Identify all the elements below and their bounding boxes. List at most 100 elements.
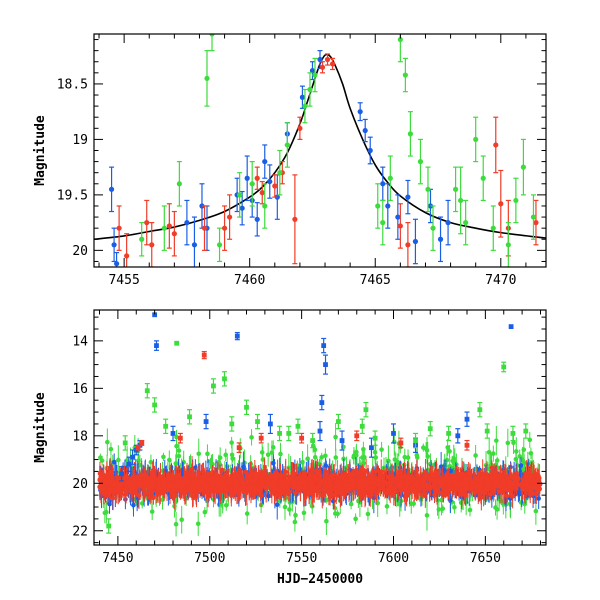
red-data-point [116,225,122,231]
blue-band-point [274,502,280,507]
blue-band-point [323,463,329,468]
green-data-point [277,170,283,176]
green-band-point [116,457,121,463]
red-band-point [134,475,140,481]
green-band-point [323,453,328,459]
red-band-point [229,493,234,499]
green-band-point [533,508,539,514]
green-data-point [430,225,436,231]
plot-area [94,34,546,267]
red-data-point [166,223,172,229]
green-band-point [295,463,300,468]
red-data-point [149,242,155,248]
blue-data-point [184,220,190,226]
green-band-point [494,438,499,443]
y-tick-label: 19 [72,133,88,148]
green-band-point [286,465,292,471]
x-tick-label: 7465 [360,273,391,288]
blue-band-point [241,464,246,470]
green-data-point [262,203,268,209]
green-band-point [351,455,356,460]
green-band-point [425,454,430,459]
green-data-point [209,34,215,37]
green-band-point [528,451,534,456]
x-tick-label: 7470 [485,273,516,288]
blue-data-point [114,261,120,267]
green-band-point [98,455,103,460]
green-band-point [124,458,130,463]
red-data-point [319,64,326,70]
blue-data-point [367,147,373,154]
plot-area [97,312,543,537]
green-band-point [359,455,365,460]
green-data-point [237,192,243,198]
blue-band-point [536,496,541,501]
x-tick-label: 7455 [108,273,139,288]
green-band-point [249,435,254,440]
green-data-point [490,225,496,231]
green-data-point [453,186,459,192]
green-band-point [520,457,525,463]
blue-data-point [405,194,411,200]
green-data-point [216,242,223,248]
green-data-point [425,186,431,192]
green-band-point [301,510,307,516]
green-band-point [270,445,276,450]
green-band-point [176,453,182,459]
green-data-point [480,175,486,181]
blue-data-point [380,181,386,187]
blue-data-point [254,216,260,222]
red-data-point [254,175,260,181]
green-band-point [224,463,230,469]
green-band-point [217,455,223,461]
green-band-point [300,460,305,465]
green-band-point [365,511,371,517]
red-data-point [144,220,150,226]
blue-data-point [445,220,451,226]
green-band-point [282,504,288,510]
green-band-point [229,452,235,458]
green-band-point [195,521,201,527]
green-band-point [486,449,492,455]
green-band-point [312,447,318,453]
green-band-point [179,517,185,522]
green-band-point [167,457,172,463]
ticks [94,34,546,267]
green-band-point [108,446,114,452]
red-data-point [329,61,336,67]
green-data-point [161,225,167,231]
blue-band-point [518,463,524,468]
red-series [116,53,539,267]
red-dense-band [97,455,543,511]
red-band-point [219,467,225,473]
red-data-point [292,216,298,222]
green-band-point [467,507,473,513]
blue-data-point [427,203,434,209]
green-band-point [439,497,444,503]
green-data-point [397,36,403,43]
red-data-point [221,225,228,231]
green-band-point [353,516,358,522]
blue-band-point [99,493,104,499]
red-band-point [151,495,156,501]
y-tick-label: 18.5 [57,77,88,92]
red-data-point [324,56,331,63]
red-data-point [405,242,411,248]
red-data-point [171,231,177,237]
green-data-point [312,72,318,78]
green-band-point [522,501,528,507]
y-tick-label: 20 [72,244,88,259]
x-tick-label: 7460 [234,273,265,288]
green-band-point [445,445,450,450]
green-band-point [444,457,450,463]
green-series [139,34,537,267]
green-band-point [324,518,329,524]
green-band-point [173,521,179,527]
top-panel-plot: 7455 7460 7465 7470 18.5 19 19.5 20 Magnitude [33,33,547,288]
green-band-point [287,507,292,512]
blue-data-point [199,203,205,209]
blue-data-point [437,236,444,242]
blue-band-point [271,460,276,466]
blue-data-point [385,203,391,209]
